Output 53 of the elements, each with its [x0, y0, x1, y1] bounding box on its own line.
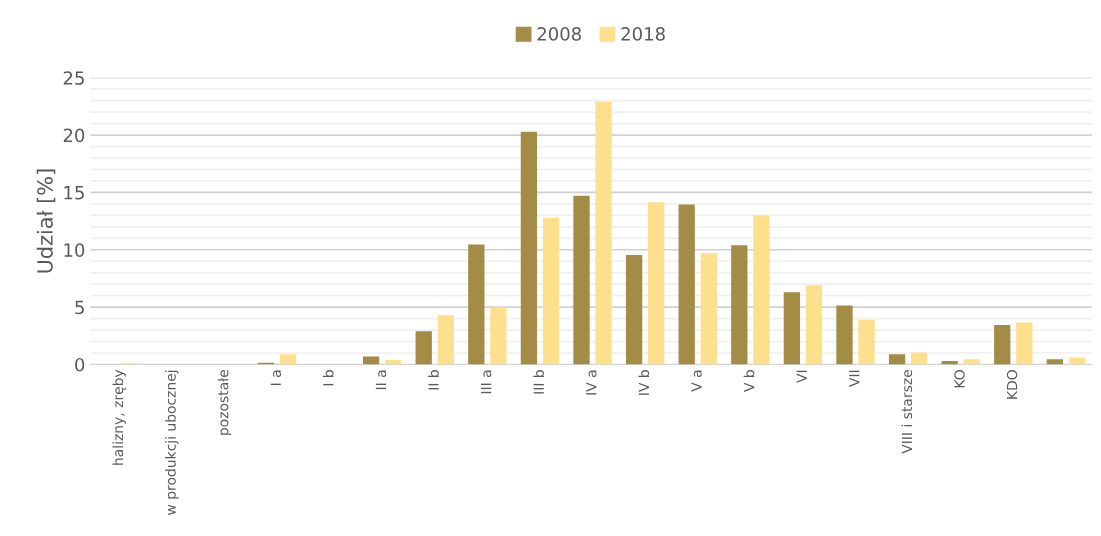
x-tick-label: IV a [586, 370, 597, 395]
bar [437, 315, 454, 365]
y-tick-label: 20 [63, 128, 85, 143]
legend-label: 2018 [621, 27, 665, 41]
bar [279, 354, 297, 365]
bar [731, 245, 748, 365]
legend-label: 2008 [537, 27, 581, 41]
bar [490, 307, 507, 365]
bar [648, 202, 665, 365]
bar [678, 204, 695, 365]
bar [625, 254, 643, 365]
x-tick-label: I a [270, 370, 282, 385]
x-tick-label: KO [954, 370, 965, 388]
bar [994, 324, 1011, 365]
x-tick-label: II b [428, 370, 439, 390]
x-tick-label: III a [481, 370, 492, 394]
x-tick-label: V a [691, 370, 702, 392]
y-tick-label: 0 [75, 357, 85, 372]
x-tick-label: pozostałe [217, 370, 232, 435]
x-tick-label: w produkcji ubocznej [165, 370, 179, 515]
bar [1016, 322, 1033, 365]
bar [573, 195, 590, 365]
y-tick-label: 15 [64, 186, 84, 200]
bar [753, 215, 770, 365]
x-tick-label: III b [533, 370, 544, 394]
x-tick-label: VI [796, 370, 807, 383]
bar [542, 217, 560, 365]
x-tick-label: I b [322, 370, 334, 386]
x-tick-label: V b [743, 370, 755, 392]
x-tick-label: VIII i starsze [901, 370, 913, 454]
y-tick-label: 25 [63, 71, 84, 85]
bar [836, 305, 853, 365]
x-tick-label: II a [375, 370, 387, 390]
bar [963, 359, 980, 365]
y-tick-label: 5 [75, 300, 84, 315]
y-tick-label: 10 [64, 243, 85, 257]
x-tick-label: KDO [1006, 370, 1018, 399]
bar [415, 331, 432, 365]
bar [520, 131, 538, 365]
y-axis-title: Udział [%] [36, 169, 56, 273]
x-tick-label: IV b [638, 370, 650, 395]
bar [700, 253, 717, 365]
bar [858, 319, 875, 365]
bar [595, 101, 612, 365]
bar [1046, 359, 1063, 365]
bar [911, 352, 928, 365]
bar [888, 354, 906, 365]
bar [783, 292, 801, 365]
x-tick-label: VII [849, 370, 860, 387]
bar [805, 285, 823, 365]
bar [468, 244, 485, 365]
bar [362, 356, 380, 365]
x-tick-label: halizny, zręby [112, 369, 126, 465]
